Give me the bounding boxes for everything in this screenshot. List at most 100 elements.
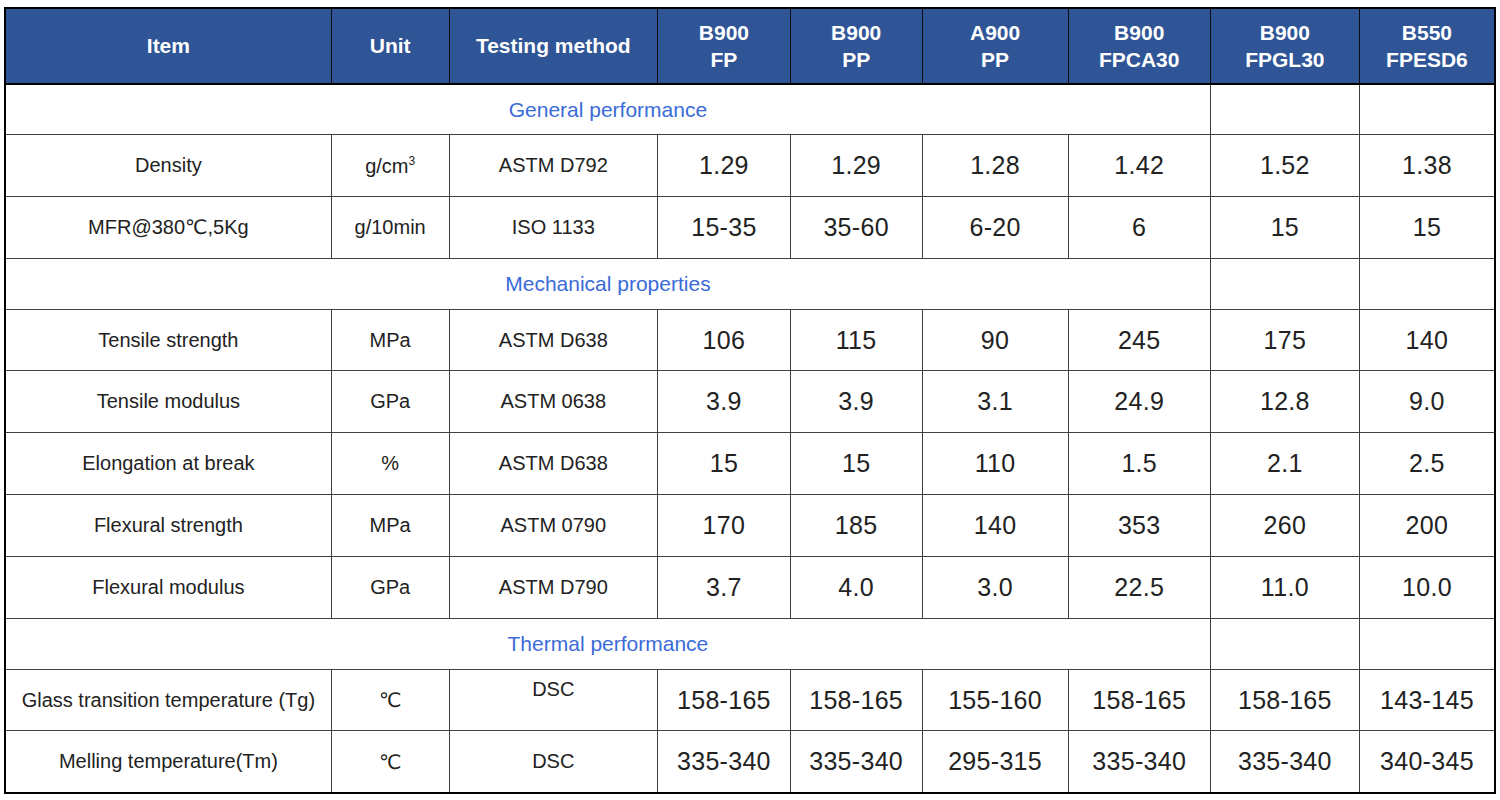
section-row: Thermal performance	[5, 618, 1495, 669]
section-empty-cell	[1359, 618, 1495, 669]
method-cell: ASTM D790	[449, 557, 658, 619]
value-cell: 158-165	[1210, 669, 1359, 731]
data-row: MFR@380℃,5Kgg/10minISO 113315-3535-606-2…	[5, 197, 1495, 259]
value-cell: 9.0	[1359, 371, 1495, 433]
value-cell: 15	[1210, 197, 1359, 259]
value-cell: 335-340	[658, 731, 791, 793]
method-cell: DSC	[449, 669, 658, 731]
data-row: Elongation at break%ASTM D63815151101.52…	[5, 433, 1495, 495]
value-cell: 140	[922, 495, 1068, 557]
value-cell: 295-315	[922, 731, 1068, 793]
value-cell: 1.28	[922, 135, 1068, 197]
item-cell: MFR@380℃,5Kg	[5, 197, 331, 259]
value-cell: 35-60	[790, 197, 922, 259]
method-cell: ISO 1133	[449, 197, 658, 259]
value-cell: 170	[658, 495, 791, 557]
value-cell: 340-345	[1359, 731, 1495, 793]
value-cell: 158-165	[790, 669, 922, 731]
section-empty-cell	[1210, 618, 1359, 669]
data-row: Flexural modulusGPaASTM D7903.74.03.022.…	[5, 557, 1495, 619]
data-row: Tensile strengthMPaASTM D638106115902451…	[5, 309, 1495, 371]
unit-cell: ℃	[331, 731, 449, 793]
section-empty-cell	[1359, 84, 1495, 135]
method-cell: ASTM D638	[449, 433, 658, 495]
unit-cell: MPa	[331, 495, 449, 557]
value-cell: 353	[1068, 495, 1210, 557]
header-row: ItemUnitTesting methodB900FPB900PPA900PP…	[5, 8, 1495, 84]
value-cell: 2.5	[1359, 433, 1495, 495]
value-cell: 155-160	[922, 669, 1068, 731]
value-cell: 245	[1068, 309, 1210, 371]
method-cell: ASTM D792	[449, 135, 658, 197]
value-cell: 3.9	[790, 371, 922, 433]
value-cell: 22.5	[1068, 557, 1210, 619]
method-cell: ASTM 0638	[449, 371, 658, 433]
value-cell: 12.8	[1210, 371, 1359, 433]
value-cell: 200	[1359, 495, 1495, 557]
value-cell: 6	[1068, 197, 1210, 259]
value-cell: 4.0	[790, 557, 922, 619]
data-row: Densityg/cm3ASTM D7921.291.291.281.421.5…	[5, 135, 1495, 197]
value-cell: 3.9	[658, 371, 791, 433]
value-cell: 10.0	[1359, 557, 1495, 619]
unit-cell: g/cm3	[331, 135, 449, 197]
section-row: Mechanical properties	[5, 258, 1495, 309]
value-cell: 335-340	[1210, 731, 1359, 793]
column-header-b900-fpca30: B900FPCA30	[1068, 8, 1210, 84]
column-header-b550-fpesd6: B550FPESD6	[1359, 8, 1495, 84]
value-cell: 185	[790, 495, 922, 557]
column-header-item: Item	[5, 8, 331, 84]
column-header-b900-pp: B900PP	[790, 8, 922, 84]
value-cell: 15-35	[658, 197, 791, 259]
section-empty-cell	[1359, 258, 1495, 309]
value-cell: 2.1	[1210, 433, 1359, 495]
page: ItemUnitTesting methodB900FPB900PPA900PP…	[0, 0, 1500, 800]
value-cell: 260	[1210, 495, 1359, 557]
value-cell: 15	[790, 433, 922, 495]
item-cell: Tensile modulus	[5, 371, 331, 433]
spec-table: ItemUnitTesting methodB900FPB900PPA900PP…	[4, 7, 1496, 794]
unit-cell: GPa	[331, 557, 449, 619]
table-header: ItemUnitTesting methodB900FPB900PPA900PP…	[5, 8, 1495, 84]
value-cell: 3.1	[922, 371, 1068, 433]
value-cell: 158-165	[1068, 669, 1210, 731]
item-cell: Density	[5, 135, 331, 197]
value-cell: 1.29	[658, 135, 791, 197]
column-header-a900-pp: A900PP	[922, 8, 1068, 84]
value-cell: 6-20	[922, 197, 1068, 259]
data-row: Flexural strengthMPaASTM 079017018514035…	[5, 495, 1495, 557]
value-cell: 1.42	[1068, 135, 1210, 197]
unit-cell: GPa	[331, 371, 449, 433]
unit-cell: ℃	[331, 669, 449, 731]
value-cell: 1.29	[790, 135, 922, 197]
item-cell: Flexural modulus	[5, 557, 331, 619]
value-cell: 3.0	[922, 557, 1068, 619]
unit-cell: g/10min	[331, 197, 449, 259]
value-cell: 143-145	[1359, 669, 1495, 731]
item-cell: Melling temperature(Tm)	[5, 731, 331, 793]
data-row: Glass transition temperature (Tg)℃DSC158…	[5, 669, 1495, 731]
data-row: Tensile modulusGPaASTM 06383.93.93.124.9…	[5, 371, 1495, 433]
method-cell: DSC	[449, 731, 658, 793]
value-cell: 115	[790, 309, 922, 371]
value-cell: 11.0	[1210, 557, 1359, 619]
section-empty-cell	[1210, 258, 1359, 309]
column-header-unit: Unit	[331, 8, 449, 84]
section-empty-cell	[1210, 84, 1359, 135]
value-cell: 24.9	[1068, 371, 1210, 433]
item-cell: Flexural strength	[5, 495, 331, 557]
value-cell: 1.5	[1068, 433, 1210, 495]
item-cell: Elongation at break	[5, 433, 331, 495]
value-cell: 335-340	[790, 731, 922, 793]
table-body: General performanceDensityg/cm3ASTM D792…	[5, 84, 1495, 793]
value-cell: 110	[922, 433, 1068, 495]
value-cell: 335-340	[1068, 731, 1210, 793]
method-cell: ASTM 0790	[449, 495, 658, 557]
value-cell: 175	[1210, 309, 1359, 371]
method-cell: ASTM D638	[449, 309, 658, 371]
section-title: General performance	[5, 84, 1210, 135]
section-title: Thermal performance	[5, 618, 1210, 669]
value-cell: 1.52	[1210, 135, 1359, 197]
item-cell: Tensile strength	[5, 309, 331, 371]
section-title: Mechanical properties	[5, 258, 1210, 309]
